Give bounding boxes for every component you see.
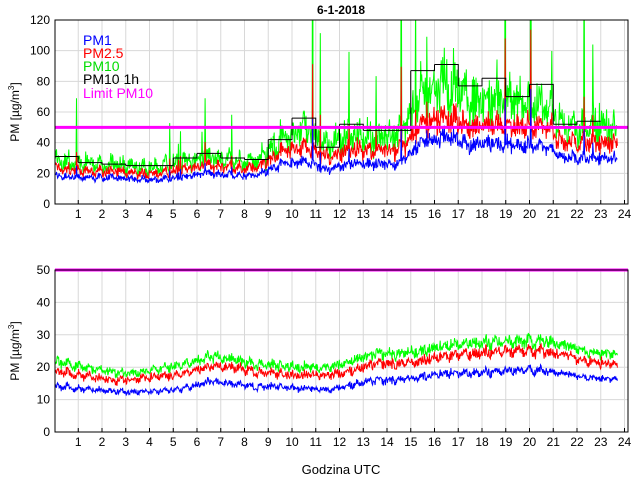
x-tick-label: 11 (310, 435, 323, 449)
x-tick-label: 2 (99, 207, 106, 221)
x-tick-label: 10 (285, 207, 299, 221)
x-tick-label: 23 (594, 207, 608, 221)
x-tick-label: 24 (618, 435, 632, 449)
x-tick-label: 1 (75, 435, 82, 449)
y-axis-label-part: 3 (7, 324, 16, 329)
x-tick-label: 11 (310, 207, 323, 221)
legend-pm10: PM10 (83, 58, 120, 74)
series-pm10-line (55, 20, 618, 178)
y-tick-label: 0 (43, 425, 50, 439)
x-tick-label: 22 (570, 207, 584, 221)
y-tick-label: 20 (37, 166, 51, 180)
y-axis-label: PM [µg/m3] (7, 82, 22, 141)
y-tick-label: 40 (37, 295, 51, 309)
y-tick-label: 20 (37, 360, 51, 374)
x-tick-label: 7 (217, 207, 224, 221)
x-tick-label: 14 (380, 207, 394, 221)
y-axis-label: PM [µg/m3] (7, 321, 22, 380)
x-tick-label: 21 (547, 435, 561, 449)
series-pm10-1h-line (55, 63, 601, 167)
x-tick-label: 19 (499, 207, 513, 221)
x-tick-label: 12 (333, 207, 347, 221)
x-tick-label: 16 (428, 435, 442, 449)
x-tick-label: 18 (475, 435, 489, 449)
x-tick-label: 4 (146, 435, 153, 449)
y-axis-label-part: ] (8, 82, 22, 85)
legend: PM1 PM2.5 PM10 PM10 1h Limit PM10 (83, 32, 153, 101)
y-tick-label: 120 (30, 13, 50, 27)
x-tick-label: 2 (99, 435, 106, 449)
x-tick-label: 8 (241, 207, 248, 221)
x-tick-label: 15 (404, 207, 418, 221)
x-tick-label: 18 (475, 207, 489, 221)
x-tick-label: 16 (428, 207, 442, 221)
x-tick-label: 3 (122, 207, 129, 221)
y-axis-label-part: 3 (7, 85, 16, 90)
y-tick-label: 50 (37, 263, 51, 277)
x-tick-label: 9 (265, 207, 272, 221)
legend-pm10-1h: PM10 1h (83, 71, 139, 87)
series-pm25-line (55, 342, 618, 386)
plot-frame (54, 19, 629, 205)
y-tick-label: 40 (37, 136, 51, 150)
x-tick-label: 4 (146, 207, 153, 221)
x-tick-label: 24 (618, 207, 632, 221)
y-axis-label-part: PM [µg/m (8, 329, 22, 381)
x-tick-label: 19 (499, 435, 513, 449)
y-tick-label: 10 (37, 393, 51, 407)
series-pm1-line (55, 88, 618, 184)
x-tick-label: 22 (570, 435, 584, 449)
x-tick-label: 20 (523, 207, 537, 221)
x-tick-label: 14 (380, 435, 394, 449)
x-tick-label: 9 (265, 435, 272, 449)
bottom-plot: 1 2 3 4 5 6 7 8 9 10 11 12 13 14 15 16 17 18 19 20 21 22 23 240… (7, 263, 631, 449)
x-tick-label: 10 (285, 435, 299, 449)
x-tick-label: 6 (194, 207, 201, 221)
x-tick-label: 8 (241, 435, 248, 449)
series-pm25-line (55, 29, 618, 181)
x-tick-label: 20 (523, 435, 537, 449)
plot-frame (54, 269, 629, 433)
x-tick-label: 5 (170, 207, 177, 221)
y-tick-label: 80 (37, 74, 51, 88)
y-tick-label: 0 (43, 197, 50, 211)
x-tick-label: 13 (357, 207, 371, 221)
x-tick-label: 3 (122, 435, 129, 449)
x-tick-label: 5 (170, 435, 177, 449)
legend-pm1: PM1 (83, 32, 112, 48)
legend-pm25: PM2.5 (83, 45, 124, 61)
y-axis-label-part: ] (8, 321, 22, 324)
x-tick-label: 17 (452, 435, 466, 449)
y-tick-label: 60 (37, 105, 51, 119)
x-tick-label: 13 (357, 435, 371, 449)
x-tick-label: 12 (333, 435, 347, 449)
x-tick-label: 15 (404, 435, 418, 449)
series-pm10-line (55, 332, 618, 379)
y-tick-label: 100 (30, 44, 50, 58)
x-tick-label: 17 (452, 207, 466, 221)
top-plot: 1 2 3 4 5 6 7 8 9 10 11 12 13 14 15 16 17 18 19 20 21 22 23 240… (7, 13, 632, 221)
x-tick-label: 1 (75, 207, 82, 221)
x-axis-label: Godzina UTC (302, 462, 381, 477)
x-tick-label: 23 (594, 435, 608, 449)
x-tick-label: 21 (547, 207, 561, 221)
y-axis-label-part: PM [µg/m (8, 90, 22, 142)
chart-title: 6-1-2018 (317, 3, 365, 17)
x-tick-label: 6 (194, 435, 201, 449)
legend-limit-pm10: Limit PM10 (83, 85, 153, 101)
x-tick-label: 7 (217, 435, 224, 449)
y-tick-label: 30 (37, 328, 51, 342)
series-pm1-line (55, 363, 618, 396)
